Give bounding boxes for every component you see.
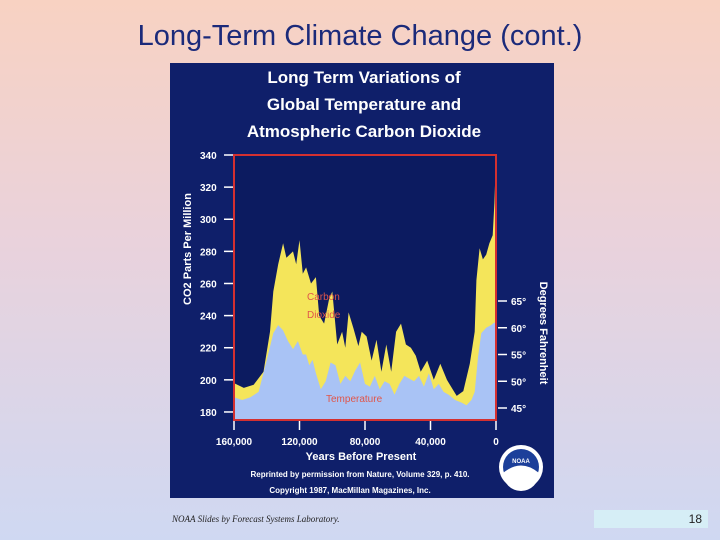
credit-line-2: Copyright 1987, MacMillan Magazines, Inc… (269, 486, 430, 495)
x-tick-label: 120,000 (281, 437, 318, 448)
credit-line-1: Reprinted by permission from Nature, Vol… (250, 470, 469, 479)
chart-figure: Long Term Variations of Global Temperatu… (170, 63, 554, 498)
x-tick-label: 40,000 (415, 437, 446, 448)
y-left-tick-label: 320 (200, 183, 217, 194)
y-right-tick-label: 65° (511, 297, 526, 308)
left-axis: 340 320 300 280 260 240 220 200 180 (200, 151, 233, 419)
y-left-tick-label: 240 (200, 312, 217, 323)
right-axis: 65° 60° 55° 50° 45° (498, 297, 526, 415)
x-axis: 160,000 120,000 80,000 40,000 0 (216, 421, 499, 448)
y-right-tick-label: 45° (511, 404, 526, 415)
annotation-dioxide: Dioxide (307, 310, 341, 321)
x-tick-label: 0 (493, 437, 499, 448)
y-left-tick-label: 220 (200, 344, 217, 355)
noaa-logo: NOAA (499, 445, 543, 491)
y-left-tick-label: 300 (200, 215, 217, 226)
x-axis-label: Years Before Present (306, 451, 417, 463)
page-number: 18 (594, 510, 708, 528)
y-left-tick-label: 200 (200, 376, 217, 387)
chart-title-line-3: Atmospheric Carbon Dioxide (247, 122, 481, 141)
footer-credit: NOAA Slides by Forecast Systems Laborato… (172, 514, 340, 524)
chart-title-line-2: Global Temperature and (267, 95, 461, 114)
y-right-tick-label: 50° (511, 377, 526, 388)
y-left-tick-label: 260 (200, 279, 217, 290)
y-right-tick-label: 60° (511, 324, 526, 335)
y-left-tick-label: 280 (200, 247, 217, 258)
temperature-area (234, 322, 496, 420)
y-right-tick-label: 55° (511, 351, 526, 362)
annotation-temperature: Temperature (326, 394, 383, 405)
y-left-tick-label: 180 (200, 408, 217, 419)
annotation-carbon: Carbon (307, 292, 340, 303)
x-tick-label: 80,000 (350, 437, 381, 448)
y-left-tick-label: 340 (200, 151, 217, 162)
plot-frame (233, 154, 497, 421)
temperature-area-group (234, 322, 496, 420)
chart-svg: Long Term Variations of Global Temperatu… (182, 68, 549, 495)
x-tick-label: 160,000 (216, 437, 253, 448)
slide-title: Long-Term Climate Change (cont.) (137, 20, 583, 52)
y-left-label: CO2 Parts Per Million (182, 193, 194, 305)
y-right-label: Degrees Fahrenheit (537, 282, 549, 385)
chart-title-line-1: Long Term Variations of (267, 68, 461, 87)
noaa-logo-text: NOAA (512, 459, 530, 465)
